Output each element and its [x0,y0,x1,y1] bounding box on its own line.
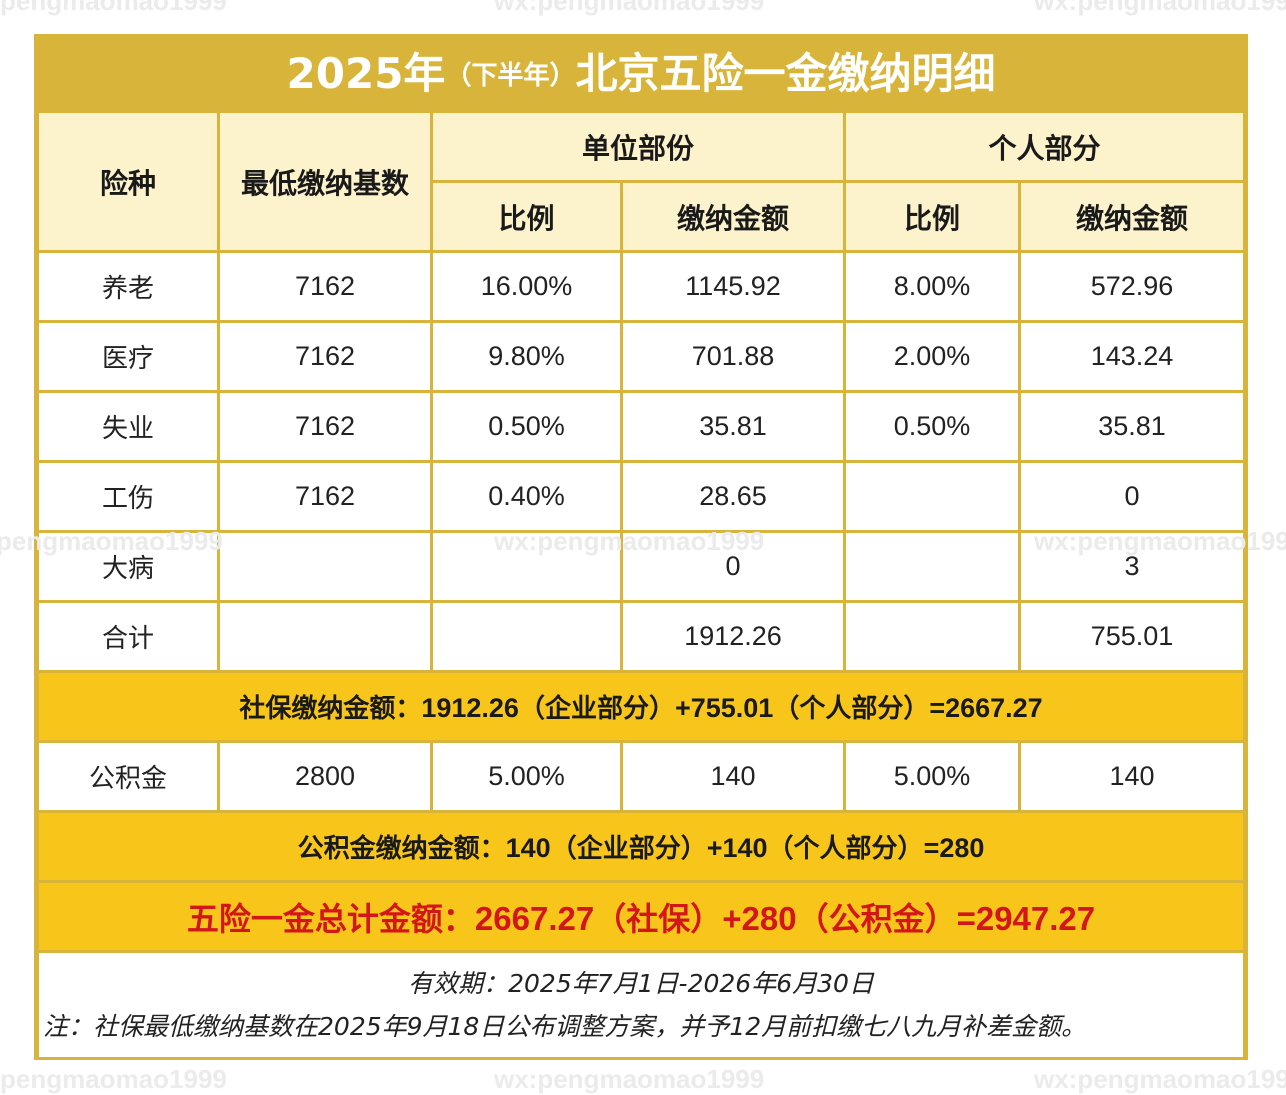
summary-note: （个人部分） [773,694,930,724]
cell-company-ratio: 5.00% [433,743,620,810]
notes-row: 有效期：2025年7月1日-2026年6月30日 注：社保最低缴纳基数在2025… [39,953,1244,1057]
cell-type: 公积金 [39,743,217,810]
notes-cell: 有效期：2025年7月1日-2026年6月30日 注：社保最低缴纳基数在2025… [39,953,1244,1057]
summary-note: （企业部分） [550,834,707,864]
cell-personal-amount: 0 [1021,463,1244,530]
summary-value: +140 [706,833,768,863]
summary-value: 140 [505,833,551,863]
header-base: 最低缴纳基数 [220,113,430,250]
housing-fund-summary: 公积金缴纳金额：140（企业部分）+140（个人部分）=280 [39,813,1244,880]
total-value: +280 [722,899,797,937]
cell-company-amount: 140 [623,743,844,810]
cell-personal-amount: 3 [1021,533,1244,600]
summary-note: （企业部分） [518,694,675,724]
total-note: （公积金） [796,899,957,938]
summary-label: 公积金缴纳金额： [297,834,506,864]
table-row: 养老 7162 16.00% 1145.92 8.00% 572.96 [39,253,1244,320]
total-note: （社保） [594,899,723,938]
table-row: 失业 7162 0.50% 35.81 0.50% 35.81 [39,393,1244,460]
watermark: wx:pengmaomao1999 [1034,0,1286,16]
cell-personal-ratio: 2.00% [846,323,1019,390]
header-company-ratio: 比例 [433,183,620,250]
header-personal-ratio: 比例 [846,183,1019,250]
cell-type: 失业 [39,393,217,460]
title-year: 2025年 [286,49,446,98]
summary-result: =2667.27 [929,693,1043,723]
subheader-row: 比例 缴纳金额 比例 缴纳金额 [39,183,1244,250]
cell-personal-amount: 35.81 [1021,393,1244,460]
cell-type: 工伤 [39,463,217,530]
watermark: pengmaomao1999 [0,0,227,16]
cell-company-amount: 1145.92 [623,253,844,320]
cell-company-ratio: 9.80% [433,323,620,390]
summary-result: =280 [923,833,985,863]
cell-personal-amount: 143.24 [1021,323,1244,390]
adjustment-note: 注：社保最低缴纳基数在2025年9月18日公布调整方案，并予12月前扣缴七八九月… [43,1012,1087,1041]
summary-value: +755.01 [674,693,774,723]
cell-base: 7162 [220,463,430,530]
summary-note: （个人部分） [767,834,924,864]
total-result: =2947.27 [956,899,1096,937]
header-personal-amount: 缴纳金额 [1021,183,1244,250]
housing-fund-summary-text: 公积金缴纳金额：140（企业部分）+140（个人部分）=280 [39,813,1244,880]
grand-total: 五险一金总计金额：2667.27（社保）+280（公积金）=2947.27 [39,883,1244,950]
summary-value: 1912.26 [421,693,519,723]
cell-personal-amount: 755.01 [1021,603,1244,670]
cell-personal-amount: 572.96 [1021,253,1244,320]
header-company: 单位部份 [433,113,844,180]
watermark: wx:pengmaomao1999 [494,0,765,16]
contribution-table-card: 2025年（下半年）北京五险一金缴纳明细 险种 最低缴纳基数 单位部份 个人部分… [34,34,1248,1060]
cell-type: 合计 [39,603,217,670]
summary-label: 社保缴纳金额： [239,694,422,724]
header-company-amount: 缴纳金额 [623,183,844,250]
contribution-table: 险种 最低缴纳基数 单位部份 个人部分 比例 缴纳金额 比例 缴纳金额 养老 7… [36,110,1246,1060]
header-personal: 个人部分 [846,113,1244,180]
title-subtitle: （下半年） [445,61,576,91]
cell-company-amount: 1912.26 [623,603,844,670]
cell-personal-ratio: 8.00% [846,253,1019,320]
table-row: 工伤 7162 0.40% 28.65 0 [39,463,1244,530]
cell-personal-ratio: 5.00% [846,743,1019,810]
header-row: 险种 最低缴纳基数 单位部份 个人部分 [39,113,1244,250]
social-insurance-summary: 社保缴纳金额：1912.26（企业部分）+755.01（个人部分）=2667.2… [39,673,1244,740]
table-row: 大病 0 3 [39,533,1244,600]
grand-total-text: 五险一金总计金额：2667.27（社保）+280（公积金）=2947.27 [39,883,1244,950]
cell-base: 2800 [220,743,430,810]
watermark: pengmaomao1999 [0,526,223,556]
cell-type: 大病 [39,533,217,600]
watermark: wx:pengmaomao1999 [494,526,765,556]
cell-company-amount: 0 [623,533,844,600]
header-type: 险种 [39,113,217,250]
total-value: 2667.27 [474,899,595,937]
page-title: 2025年（下半年）北京五险一金缴纳明细 [34,34,1248,110]
cell-base [220,533,430,600]
cell-company-ratio [433,533,620,600]
housing-fund-row: 公积金 2800 5.00% 140 5.00% 140 [39,743,1244,810]
total-label: 五险一金总计金额： [186,899,475,938]
cell-company-amount: 35.81 [623,393,844,460]
cell-company-amount: 28.65 [623,463,844,530]
cell-personal-ratio [846,533,1019,600]
validity-note: 有效期：2025年7月1日-2026年6月30日 [408,969,874,998]
title-main: 北京五险一金缴纳明细 [575,49,996,98]
cell-company-ratio: 0.40% [433,463,620,530]
cell-base [220,603,430,670]
cell-base: 7162 [220,253,430,320]
cell-type: 养老 [39,253,217,320]
table-row-total: 合计 1912.26 755.01 [39,603,1244,670]
cell-personal-ratio [846,603,1019,670]
cell-personal-ratio: 0.50% [846,393,1019,460]
social-insurance-summary-text: 社保缴纳金额：1912.26（企业部分）+755.01（个人部分）=2667.2… [39,673,1244,740]
cell-personal-ratio [846,463,1019,530]
watermark: wx:pengmaomao1999 [1034,526,1286,556]
cell-company-ratio: 0.50% [433,393,620,460]
cell-company-ratio [433,603,620,670]
table-row: 医疗 7162 9.80% 701.88 2.00% 143.24 [39,323,1244,390]
cell-company-ratio: 16.00% [433,253,620,320]
cell-base: 7162 [220,393,430,460]
cell-personal-amount: 140 [1021,743,1244,810]
cell-base: 7162 [220,323,430,390]
cell-type: 医疗 [39,323,217,390]
cell-company-amount: 701.88 [623,323,844,390]
